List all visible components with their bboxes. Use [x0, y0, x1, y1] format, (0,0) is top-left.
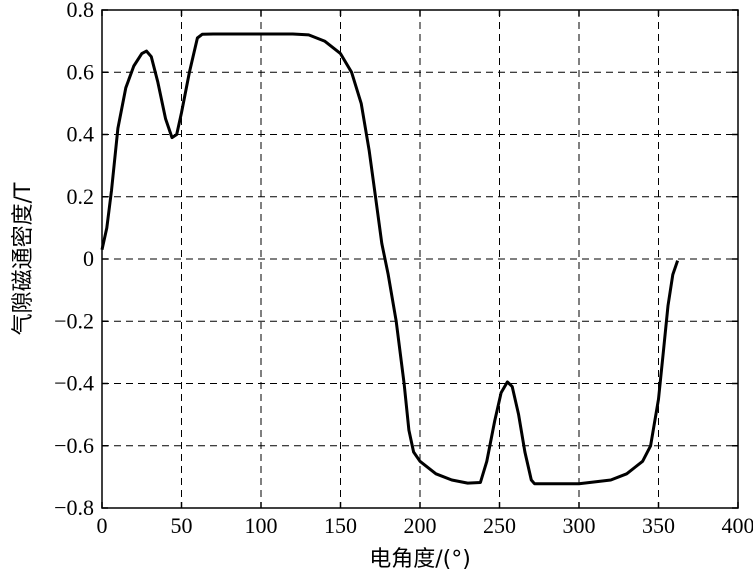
x-tick-label: 250 [483, 513, 516, 538]
x-tick-label: 0 [97, 513, 108, 538]
series-line [100, 32, 680, 486]
x-tick-label: 50 [171, 513, 193, 538]
y-tick-label: −0.6 [54, 433, 94, 458]
y-tick-label: 0.4 [67, 122, 95, 147]
axis-ticks [101, 9, 739, 509]
y-tick-label: 0 [83, 246, 94, 271]
x-tick-label: 400 [722, 513, 753, 538]
x-tick-label: 350 [642, 513, 675, 538]
x-tick-label: 150 [324, 513, 357, 538]
x-axis-title: 电角度/(°) [369, 547, 471, 572]
x-tick-label: 200 [404, 513, 437, 538]
y-tick-label: −0.2 [54, 308, 94, 333]
x-tick-label: 300 [563, 513, 596, 538]
y-tick-label: 0.2 [67, 184, 95, 209]
grid-lines [102, 10, 738, 508]
tick-labels: 0 50 100 150 200 250 300 350 400 −0.8 −0.6 −0.4 −0.2… [54, 0, 753, 538]
y-tick-label: −0.4 [54, 371, 94, 396]
x-tick-label: 100 [245, 513, 278, 538]
y-tick-label: −0.8 [54, 495, 94, 520]
y-tick-label: 0.8 [67, 0, 95, 22]
y-tick-label: 0.6 [67, 59, 95, 84]
y-axis-title: 气隙磁通密度/T [11, 182, 36, 335]
